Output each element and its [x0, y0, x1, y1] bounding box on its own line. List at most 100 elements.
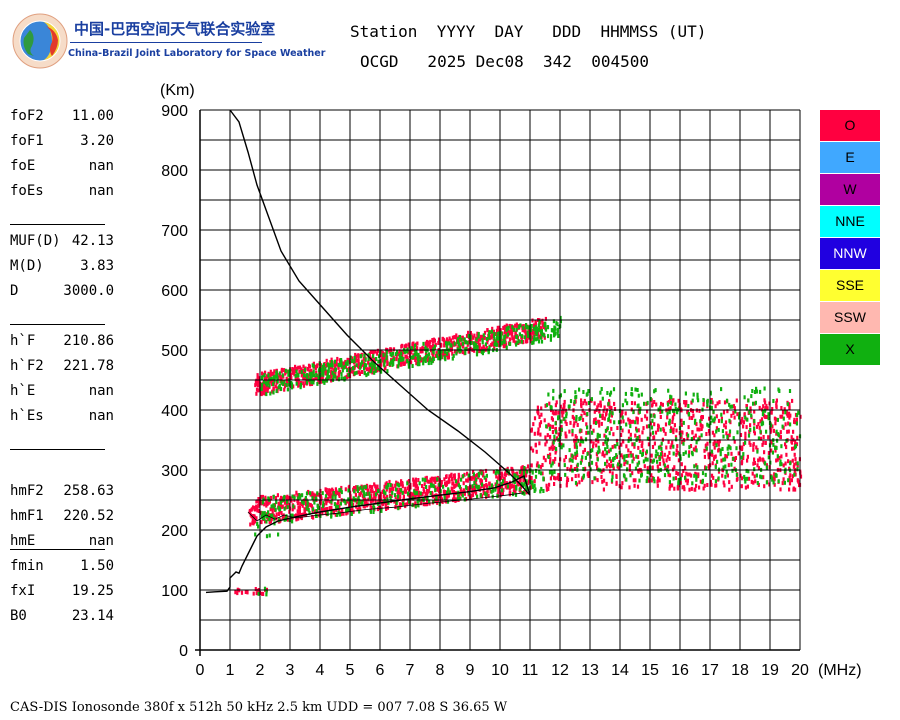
echo-point-x: [612, 457, 615, 461]
echo-point-o: [261, 371, 264, 376]
echo-point-x: [477, 334, 480, 339]
echo-point-x: [574, 390, 577, 395]
echo-point-x: [286, 505, 289, 510]
echo-point-x: [693, 473, 696, 478]
echo-point-o: [634, 478, 637, 483]
echo-point-x: [414, 504, 417, 509]
echo-point-x: [275, 389, 278, 393]
param-row: hmF1 220.52: [10, 508, 140, 528]
echo-point-o: [320, 375, 323, 380]
echo-point-x: [687, 433, 690, 438]
echo-point-o: [271, 510, 274, 515]
echo-point-x: [586, 391, 589, 396]
echo-point-o: [749, 423, 752, 428]
echo-point-o: [342, 511, 345, 516]
echo-point-o: [637, 455, 640, 460]
echo-point-x: [328, 374, 331, 379]
echo-point-o: [408, 484, 411, 489]
echo-point-x: [614, 444, 617, 449]
echo-point-o: [533, 416, 537, 421]
echo-point-x: [340, 359, 343, 364]
echo-point-x: [305, 380, 309, 385]
echo-point-x: [502, 338, 505, 343]
echo-point-x: [625, 422, 628, 427]
echo-point-x: [493, 332, 496, 336]
echo-point-o: [291, 370, 294, 375]
echo-point-o: [530, 331, 533, 336]
echo-point-x: [275, 372, 278, 377]
echo-point-o: [368, 352, 371, 356]
echo-point-o: [787, 429, 790, 434]
echo-point-x: [714, 465, 717, 469]
echo-point-x: [351, 359, 354, 363]
echo-point-o: [320, 379, 323, 384]
param-separator: [10, 449, 105, 450]
echo-point-x: [443, 349, 446, 354]
echo-point-x: [500, 482, 503, 487]
echo-point-x: [730, 462, 733, 467]
echo-point-o: [717, 448, 720, 453]
echo-point-x: [261, 511, 264, 516]
echo-point-o: [534, 321, 537, 326]
echo-point-o: [530, 427, 533, 432]
echo-point-o: [656, 464, 659, 469]
echo-point-o: [452, 473, 456, 478]
echo-point-x: [355, 370, 358, 375]
echo-point-x: [569, 457, 572, 462]
echo-point-o: [432, 354, 435, 358]
echo-point-x: [487, 332, 491, 337]
echo-point-o: [280, 511, 283, 515]
echo-point-o: [437, 494, 440, 499]
echo-point-x: [717, 427, 720, 432]
echo-point-x: [272, 382, 275, 387]
echo-point-o: [647, 477, 650, 482]
echo-point-o: [707, 428, 711, 433]
echo-point-x: [606, 426, 609, 431]
echo-point-x: [359, 365, 362, 370]
echo-point-o: [715, 426, 718, 431]
echo-point-x: [544, 327, 548, 332]
echo-point-x: [397, 506, 400, 511]
echo-point-o: [654, 430, 658, 435]
echo-point-x: [540, 339, 544, 344]
echo-point-o: [473, 348, 476, 353]
echo-point-x: [695, 448, 698, 453]
echo-point-x: [493, 337, 496, 342]
echo-point-o: [485, 494, 488, 499]
legend-label: NNE: [835, 213, 865, 229]
echo-point-x: [556, 322, 559, 327]
echo-point-o: [486, 340, 489, 345]
grid-lines: [195, 109, 801, 656]
echo-point-o: [784, 442, 787, 447]
echo-point-x: [262, 379, 266, 384]
echo-point-o: [638, 434, 641, 439]
echo-point-o: [774, 421, 777, 426]
echo-point-x: [297, 496, 300, 501]
echo-point-x: [261, 500, 264, 505]
echo-point-o: [404, 489, 407, 494]
echo-point-o: [674, 476, 677, 481]
echo-point-o: [705, 443, 708, 448]
echo-point-o: [432, 337, 435, 342]
echo-point-o: [541, 323, 544, 328]
echo-point-x: [640, 392, 643, 397]
echo-point-x: [623, 457, 626, 462]
echo-point-x: [359, 354, 362, 359]
echo-point-o: [288, 496, 291, 500]
echo-point-o: [690, 473, 693, 478]
echo-point-o: [526, 464, 530, 469]
echo-point-o: [422, 486, 425, 491]
echo-point-o: [452, 489, 455, 494]
echo-point-o: [611, 445, 614, 450]
echo-point-x: [304, 367, 307, 372]
echo-point-x: [690, 437, 693, 441]
echo-point-x: [307, 507, 310, 512]
echo-point-o: [748, 440, 751, 445]
echo-point-o: [271, 506, 274, 511]
echo-point-o: [713, 445, 716, 450]
x-tick-label: 13: [581, 662, 599, 679]
echo-point-o: [599, 403, 602, 408]
echo-point-x: [431, 359, 434, 364]
echo-point-o: [677, 458, 680, 463]
echo-point-x: [576, 462, 579, 467]
